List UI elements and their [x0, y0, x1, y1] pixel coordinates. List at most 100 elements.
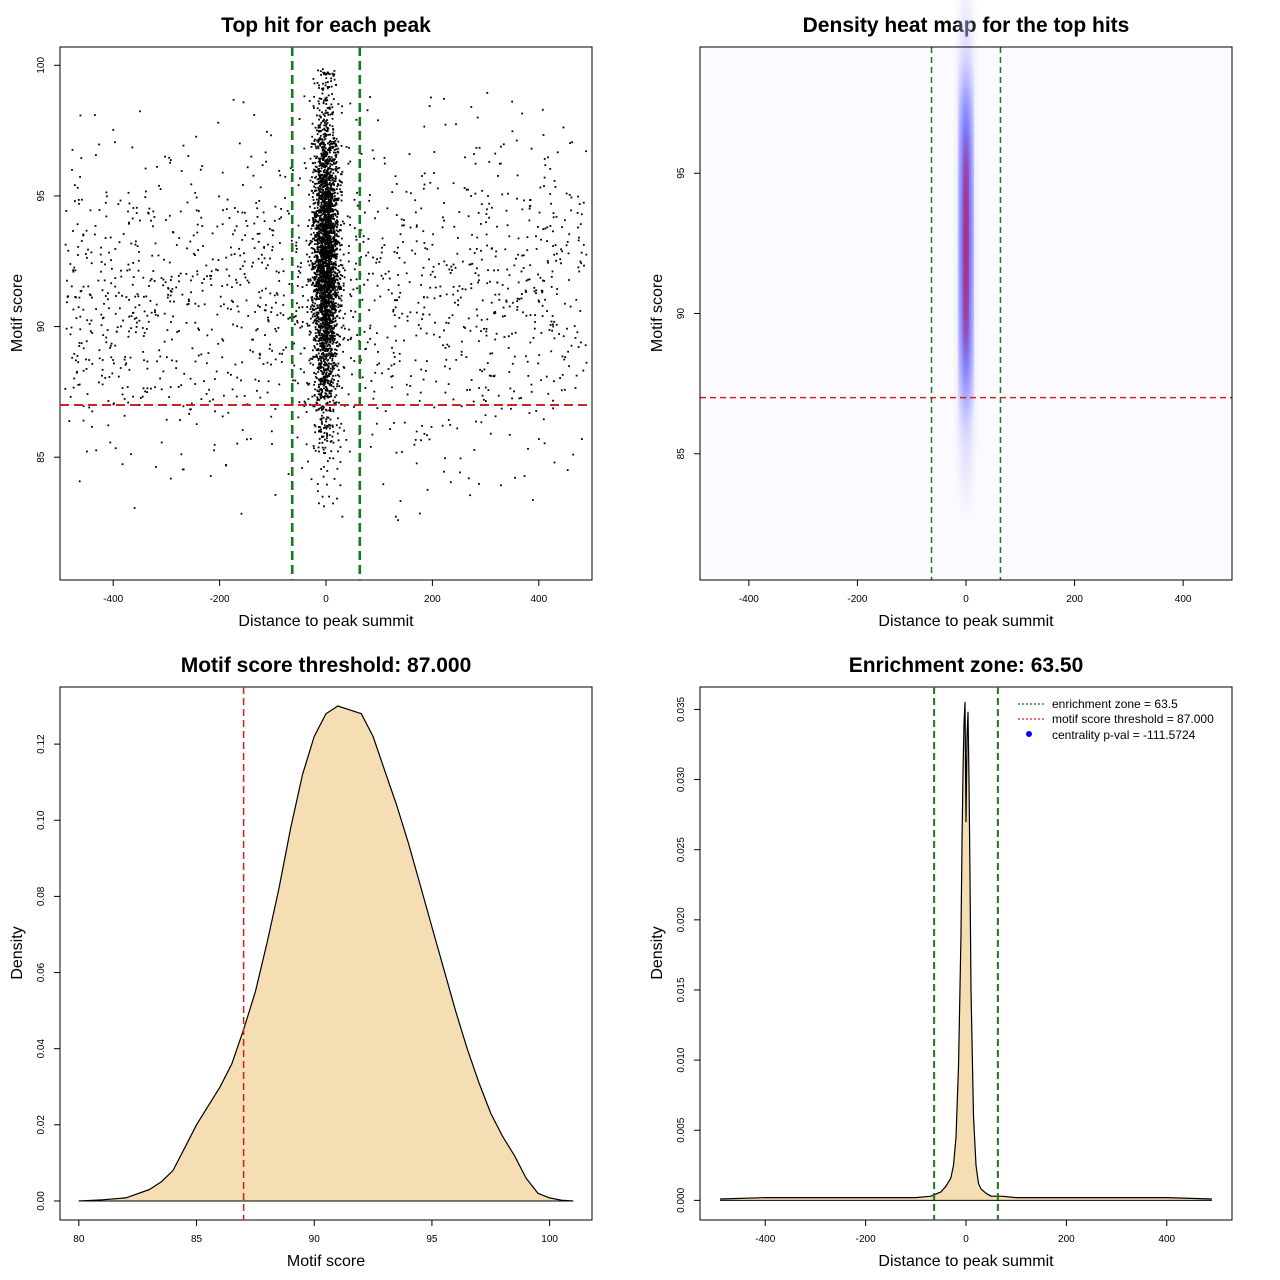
scatter-point	[317, 145, 319, 148]
scatter-point	[546, 240, 548, 242]
scatter-point	[325, 264, 327, 266]
scatter-point	[185, 273, 188, 275]
scatter-point	[297, 416, 300, 419]
scatter-point	[329, 140, 332, 142]
scatter-point	[366, 279, 369, 281]
scatter-point	[392, 351, 395, 354]
scatter-point	[319, 245, 322, 248]
scatter-point	[350, 310, 352, 312]
scatter-point	[314, 138, 316, 141]
scatter-point	[323, 164, 326, 166]
scatter-point	[314, 332, 317, 334]
scatter-point	[443, 97, 445, 100]
scatter-point	[334, 325, 337, 327]
scatter-point	[275, 301, 277, 304]
scatter-point	[323, 138, 326, 141]
scatter-point	[328, 278, 331, 281]
scatter-point	[214, 378, 216, 380]
scatter-point	[272, 229, 275, 232]
scatter-point	[426, 360, 428, 362]
scatter-point	[328, 247, 331, 250]
scatter-point	[328, 375, 330, 377]
scatter-point	[319, 305, 322, 307]
scatter-point	[315, 307, 317, 310]
scatter-point	[329, 283, 332, 286]
scatter-point	[336, 220, 339, 223]
scatter-point	[325, 238, 327, 241]
scatter-point	[323, 342, 326, 345]
scatter-point	[340, 194, 343, 197]
scatter-point	[333, 379, 335, 381]
scatter-point	[333, 195, 336, 197]
scatter-point	[318, 379, 321, 382]
scatter-point	[330, 208, 332, 211]
scatter-point	[105, 215, 108, 218]
scatter-point	[319, 218, 322, 221]
scatter-point	[299, 271, 302, 274]
x-tick-label: 200	[424, 594, 441, 605]
scatter-point	[315, 372, 317, 375]
scatter-point	[452, 263, 455, 266]
scatter-point	[187, 303, 190, 305]
scatter-point	[187, 298, 190, 301]
scatter-point	[336, 216, 339, 218]
scatter-point	[327, 314, 329, 317]
scatter-point	[325, 409, 328, 412]
scatter-point	[455, 123, 457, 126]
scatter-point	[324, 291, 327, 294]
scatter-point	[323, 302, 326, 304]
scatter-point	[327, 294, 330, 296]
scatter-point	[330, 307, 333, 309]
scatter-point	[415, 334, 418, 337]
scatter-point	[243, 273, 246, 275]
scatter-point	[338, 310, 341, 313]
scatter-point	[312, 263, 315, 266]
scatter-point	[432, 265, 435, 268]
scatter-point	[540, 332, 543, 334]
scatter-point	[436, 187, 439, 190]
scatter-point	[343, 429, 345, 432]
scatter-point	[327, 210, 330, 213]
scatter-point	[315, 175, 318, 178]
scatter-point	[316, 390, 319, 392]
scatter-point	[481, 258, 483, 261]
scatter-point	[326, 191, 329, 194]
scatter-point	[315, 401, 318, 404]
scatter-point	[296, 285, 299, 287]
scatter-point	[326, 237, 329, 240]
scatter-point	[313, 297, 316, 300]
scatter-point	[321, 128, 324, 131]
scatter-point	[74, 269, 77, 272]
scatter-point	[373, 299, 376, 302]
scatter-point	[324, 322, 326, 325]
scatter-point	[254, 311, 256, 313]
scatter-point	[329, 188, 332, 191]
scatter-point	[541, 315, 544, 317]
scatter-point	[319, 378, 322, 381]
scatter-point	[333, 302, 336, 305]
scatter-point	[569, 305, 572, 308]
y-tick-label: 95	[36, 190, 47, 202]
scatter-point	[197, 249, 199, 251]
scatter-point	[315, 273, 317, 276]
scatter-point	[578, 203, 581, 205]
scatter-point	[139, 110, 141, 113]
scatter-point	[577, 195, 579, 198]
scatter-point	[94, 225, 97, 227]
scatter-point	[195, 196, 198, 199]
scatter-point	[554, 244, 557, 246]
scatter-point	[312, 171, 315, 174]
scatter-point	[335, 156, 337, 158]
scatter-point	[428, 105, 431, 107]
scatter-point	[311, 190, 313, 192]
scatter-point	[327, 354, 330, 357]
scatter-point	[330, 193, 332, 196]
scatter-point	[289, 167, 292, 170]
scatter-point	[329, 406, 331, 409]
scatter-point	[331, 368, 334, 371]
scatter-point	[321, 274, 324, 277]
scatter-point	[221, 415, 224, 418]
scatter-point	[307, 299, 309, 302]
scatter-point	[319, 170, 322, 173]
scatter-point	[316, 225, 319, 228]
